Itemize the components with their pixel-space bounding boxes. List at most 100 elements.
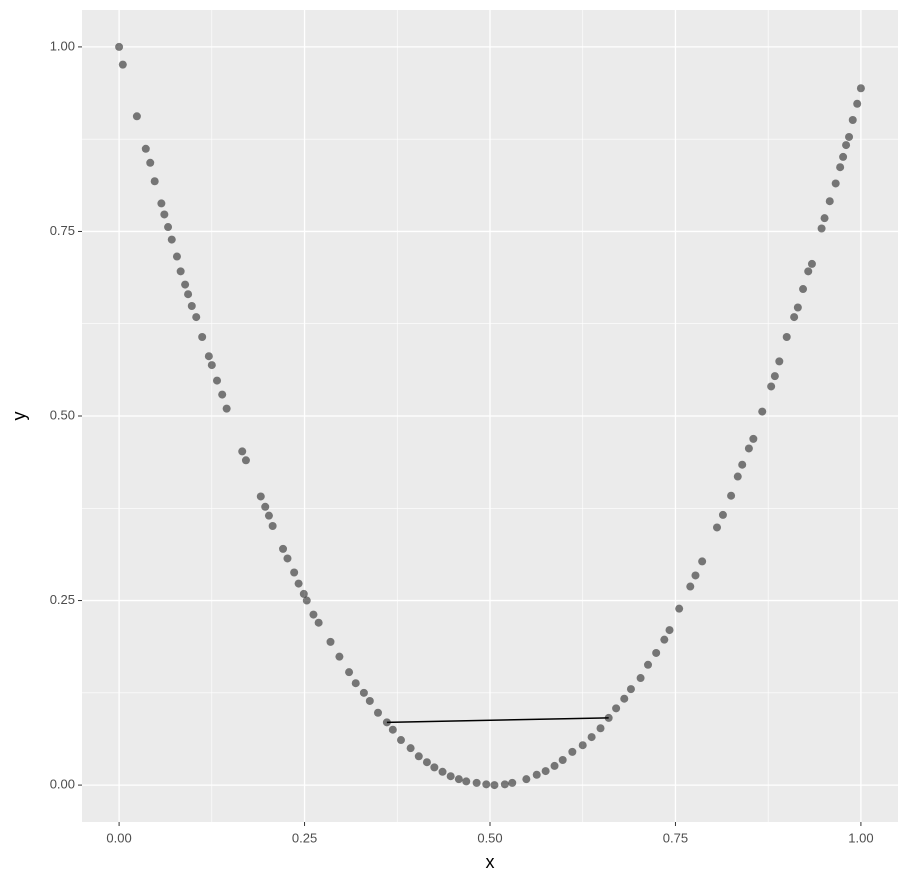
y-tick-label: 0.25 xyxy=(50,592,75,607)
point xyxy=(727,491,736,500)
point xyxy=(326,637,335,646)
point xyxy=(845,132,854,141)
point xyxy=(438,767,447,776)
point xyxy=(207,361,216,370)
point xyxy=(675,604,684,613)
point xyxy=(396,736,405,745)
point xyxy=(279,544,288,553)
point xyxy=(132,112,141,121)
point xyxy=(744,444,753,453)
point xyxy=(422,758,431,767)
point xyxy=(430,763,439,772)
point xyxy=(691,571,700,580)
point xyxy=(204,352,213,361)
point xyxy=(241,456,250,465)
point xyxy=(825,197,834,206)
point xyxy=(770,372,779,381)
point xyxy=(187,302,196,311)
point xyxy=(472,778,481,787)
point xyxy=(118,60,127,69)
point xyxy=(359,688,368,697)
point xyxy=(775,357,784,366)
point xyxy=(799,285,808,294)
point xyxy=(160,210,169,219)
point xyxy=(636,674,645,683)
point xyxy=(820,214,829,223)
point xyxy=(500,780,509,789)
point xyxy=(176,267,185,276)
point xyxy=(712,523,721,532)
point xyxy=(157,199,166,208)
point xyxy=(115,42,124,51)
point xyxy=(184,290,193,299)
point xyxy=(213,376,222,385)
point xyxy=(167,235,176,244)
point xyxy=(790,313,799,322)
point xyxy=(238,447,247,456)
point xyxy=(652,648,661,657)
point xyxy=(550,761,559,770)
point xyxy=(558,755,567,764)
x-tick-label: 0.50 xyxy=(477,830,502,845)
point xyxy=(373,708,382,717)
point xyxy=(302,596,311,605)
point xyxy=(446,772,455,781)
y-tick-label: 1.00 xyxy=(50,38,75,53)
point xyxy=(181,280,190,289)
point xyxy=(718,510,727,519)
y-tick-label: 0.00 xyxy=(50,777,75,792)
point xyxy=(596,724,605,733)
y-axis-title: y xyxy=(9,412,29,421)
point xyxy=(365,696,374,705)
point xyxy=(482,780,491,789)
point xyxy=(268,521,277,530)
point xyxy=(146,158,155,167)
point xyxy=(264,511,273,520)
point xyxy=(660,635,669,644)
point xyxy=(309,610,318,619)
point xyxy=(314,618,323,627)
point xyxy=(261,502,270,511)
x-axis-title: x xyxy=(486,852,495,872)
point xyxy=(345,668,354,677)
point xyxy=(587,733,596,742)
point xyxy=(335,652,344,661)
x-tick-label: 1.00 xyxy=(848,830,873,845)
point xyxy=(522,775,531,784)
point xyxy=(192,313,201,322)
point xyxy=(856,84,865,93)
point xyxy=(842,141,851,150)
point xyxy=(758,407,767,416)
point xyxy=(698,557,707,566)
point xyxy=(172,252,181,261)
x-tick-label: 0.00 xyxy=(106,830,131,845)
y-tick-label: 0.50 xyxy=(50,407,75,422)
point xyxy=(578,741,587,750)
point xyxy=(454,775,463,784)
point xyxy=(749,434,758,443)
point xyxy=(541,767,550,776)
point xyxy=(767,382,776,391)
point xyxy=(836,163,845,172)
point xyxy=(620,694,629,703)
x-tick-label: 0.25 xyxy=(292,830,317,845)
point xyxy=(793,303,802,312)
point xyxy=(141,144,150,153)
point xyxy=(198,333,207,342)
point xyxy=(853,99,862,108)
point xyxy=(462,777,471,786)
point xyxy=(150,177,159,186)
point xyxy=(490,781,499,790)
point xyxy=(807,259,816,268)
point xyxy=(831,179,840,188)
point xyxy=(388,725,397,734)
point xyxy=(283,554,292,563)
point xyxy=(256,492,265,501)
point xyxy=(222,404,231,413)
point xyxy=(414,752,423,761)
point xyxy=(290,568,299,577)
point xyxy=(164,223,173,232)
point xyxy=(626,685,635,694)
point xyxy=(508,778,517,787)
line xyxy=(386,717,609,724)
